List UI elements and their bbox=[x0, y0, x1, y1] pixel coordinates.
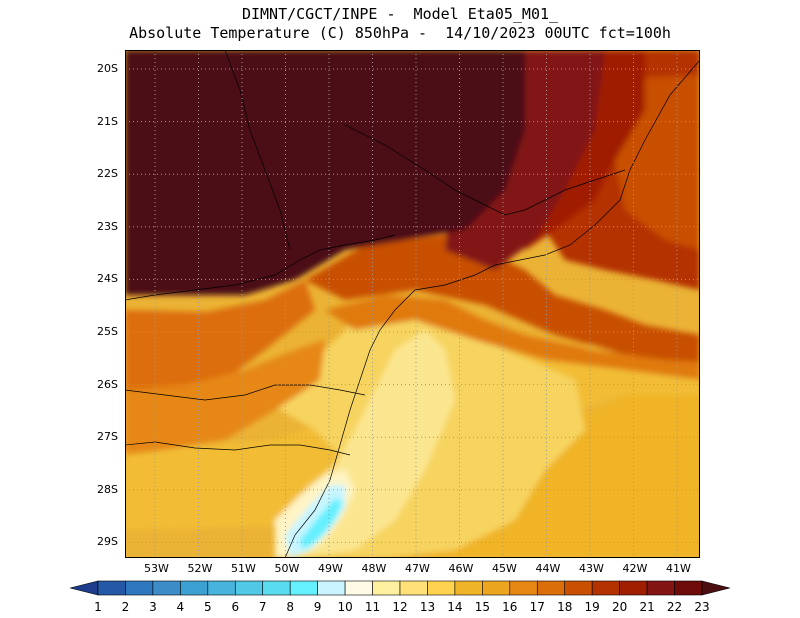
longitude-label: 46W bbox=[448, 562, 474, 575]
longitude-label: 43W bbox=[579, 562, 604, 575]
state-border-6 bbox=[524, 169, 626, 211]
colorbar-segment bbox=[482, 580, 511, 596]
state-border-4 bbox=[125, 441, 351, 456]
colorbar-high-triangle bbox=[701, 580, 730, 596]
latitude-label: 24S bbox=[97, 272, 118, 286]
colorbar-tick-label: 3 bbox=[149, 600, 157, 614]
field-band-18b bbox=[325, 295, 700, 380]
latitude-label: 23S bbox=[97, 219, 118, 233]
colorbar-segment bbox=[619, 580, 648, 596]
colorbar-segment bbox=[399, 580, 428, 596]
longitude-label: 45W bbox=[492, 562, 517, 575]
longitude-label: 41W bbox=[666, 562, 691, 575]
colorbar-segment bbox=[289, 580, 318, 596]
latitude-label: 25S bbox=[97, 325, 118, 338]
colorbar-tick-label: 1 bbox=[94, 600, 102, 614]
longitude-label: 53W bbox=[144, 562, 169, 575]
colorbar-tick-label: 10 bbox=[337, 600, 353, 614]
colorbar-segment bbox=[427, 580, 456, 596]
colorbar-segment bbox=[125, 580, 154, 596]
latitude-label: 29S bbox=[97, 535, 118, 549]
colorbar-tick-label: 4 bbox=[176, 600, 185, 614]
colorbar-segment bbox=[180, 580, 209, 596]
colorbar-tick-label: 5 bbox=[203, 600, 212, 614]
colorbar-segment bbox=[454, 580, 483, 596]
state-border-2 bbox=[224, 50, 291, 251]
colorbar-segment bbox=[372, 580, 401, 596]
colorbar-segment bbox=[646, 580, 675, 596]
colorbar-tick-label: 6 bbox=[231, 600, 240, 614]
colorbar-segment bbox=[262, 580, 291, 596]
colorbar-segment bbox=[536, 580, 566, 596]
colorbar-segment bbox=[97, 580, 126, 596]
colorbar-segment bbox=[152, 580, 181, 596]
map-frame bbox=[125, 50, 700, 558]
colorbar bbox=[70, 580, 730, 596]
colorbar-tick-label: 22 bbox=[666, 600, 683, 614]
latitude-label: 21S bbox=[97, 114, 118, 128]
latitude-label: 20S bbox=[97, 62, 118, 75]
longitude-label: 44W bbox=[535, 562, 561, 575]
colorbar-segment bbox=[207, 580, 236, 596]
colorbar-segment bbox=[509, 580, 538, 596]
map-title-line-2: Absolute Temperature (C) 850hPa - 14/10/… bbox=[129, 24, 671, 42]
latitude-label: 26S bbox=[97, 377, 118, 391]
coastline bbox=[284, 59, 700, 558]
map-title-line-1: DIMNT/CGCT/INPE - Model Eta05_M01_ bbox=[241, 5, 559, 23]
colorbar-segment bbox=[564, 580, 593, 596]
state-border-3 bbox=[125, 384, 366, 401]
longitude-label: 47W bbox=[405, 562, 430, 575]
colorbar-tick-label: 21 bbox=[639, 600, 655, 614]
temperature-map bbox=[125, 50, 700, 558]
colorbar-segment bbox=[674, 580, 703, 596]
field-band-9 bbox=[300, 498, 343, 550]
latitude-label: 28S bbox=[97, 482, 118, 496]
latitude-label: 27S bbox=[97, 430, 118, 444]
colorbar-tick-label: 13 bbox=[419, 600, 436, 614]
colorbar-tick-label: 2 bbox=[121, 600, 130, 614]
state-border-1 bbox=[125, 234, 396, 301]
colorbar-tick-label: 17 bbox=[529, 600, 545, 614]
colorbar-low-triangle bbox=[70, 580, 99, 596]
colorbar-tick-label: 20 bbox=[611, 600, 628, 614]
latitude-label: 22S bbox=[97, 167, 118, 181]
colorbar-tick-label: 19 bbox=[584, 600, 600, 614]
colorbar-tick-label: 23 bbox=[694, 600, 710, 614]
colorbar-tick-label: 9 bbox=[313, 600, 322, 614]
colorbar-tick-label: 7 bbox=[258, 600, 267, 614]
colorbar-tick-label: 11 bbox=[364, 600, 381, 614]
longitude-label: 52W bbox=[187, 562, 213, 575]
lat-lon-grid bbox=[125, 50, 700, 558]
coastline-and-borders bbox=[125, 50, 700, 558]
colorbar-segment bbox=[317, 580, 346, 596]
colorbar-segment bbox=[344, 580, 373, 596]
longitude-label: 48W bbox=[361, 562, 387, 575]
field-band-23 bbox=[125, 50, 525, 295]
colorbar-tick-label: 18 bbox=[557, 600, 573, 614]
longitude-label: 50W bbox=[274, 562, 300, 575]
colorbar-tick-label: 8 bbox=[286, 600, 294, 614]
field-band-18 bbox=[125, 280, 315, 415]
longitude-label: 42W bbox=[622, 562, 648, 575]
colorbar-tick-label: 15 bbox=[474, 600, 490, 614]
colorbar-segment bbox=[234, 580, 264, 596]
longitude-label: 49W bbox=[318, 562, 343, 575]
state-border-5 bbox=[344, 124, 526, 216]
colorbar-segment bbox=[591, 580, 620, 596]
longitude-label: 51W bbox=[231, 562, 256, 575]
colorbar-tick-label: 16 bbox=[502, 600, 518, 614]
colorbar-tick-label: 14 bbox=[447, 600, 463, 614]
colorbar-tick-label: 12 bbox=[392, 600, 408, 614]
